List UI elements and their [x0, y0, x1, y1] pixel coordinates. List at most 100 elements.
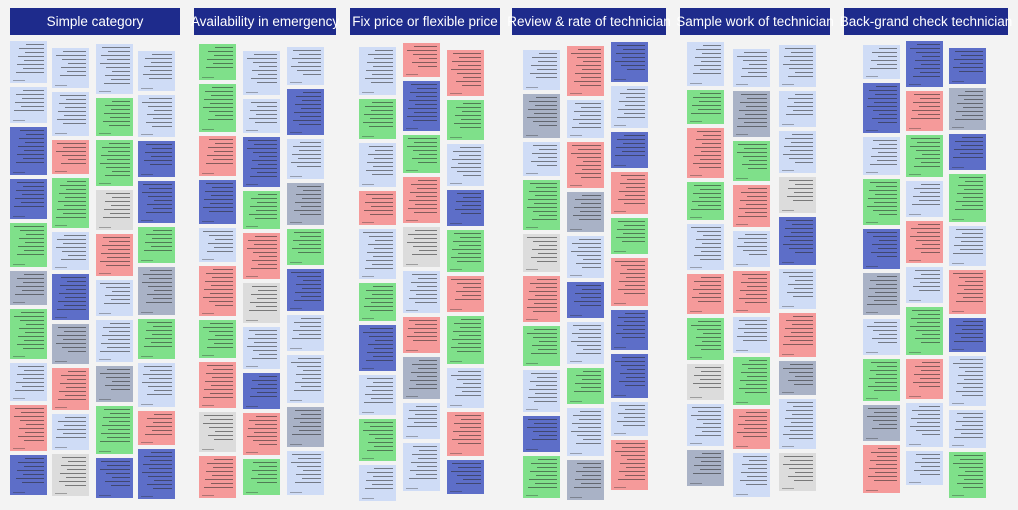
sticky-note[interactable]	[779, 361, 816, 395]
sticky-note[interactable]	[863, 405, 900, 441]
sticky-note[interactable]	[611, 86, 648, 128]
sticky-note[interactable]	[403, 357, 440, 399]
sticky-note[interactable]	[906, 267, 943, 303]
sticky-note[interactable]	[359, 419, 396, 461]
sticky-note[interactable]	[863, 359, 900, 401]
sticky-note[interactable]	[199, 44, 236, 80]
sticky-note[interactable]	[96, 320, 133, 362]
sticky-note[interactable]	[403, 81, 440, 131]
sticky-note[interactable]	[10, 405, 47, 451]
sticky-note[interactable]	[906, 307, 943, 355]
sticky-note[interactable]	[287, 315, 324, 351]
sticky-note[interactable]	[733, 141, 770, 181]
sticky-note[interactable]	[687, 128, 724, 178]
sticky-note[interactable]	[611, 172, 648, 214]
sticky-note[interactable]	[779, 217, 816, 265]
sticky-note[interactable]	[52, 92, 89, 136]
column-header-price[interactable]: Fix price or flexible price	[350, 8, 500, 35]
sticky-note[interactable]	[10, 127, 47, 175]
sticky-note[interactable]	[287, 229, 324, 265]
sticky-note[interactable]	[403, 443, 440, 491]
sticky-note[interactable]	[567, 368, 604, 404]
sticky-note[interactable]	[567, 142, 604, 188]
sticky-note[interactable]	[523, 370, 560, 412]
sticky-note[interactable]	[863, 445, 900, 493]
sticky-note[interactable]	[906, 359, 943, 399]
sticky-note[interactable]	[96, 280, 133, 316]
sticky-note[interactable]	[199, 84, 236, 132]
sticky-note[interactable]	[779, 269, 816, 309]
sticky-note[interactable]	[567, 408, 604, 456]
sticky-note[interactable]	[199, 412, 236, 452]
sticky-note[interactable]	[906, 403, 943, 447]
column-header-availability[interactable]: Availability in emergency	[191, 8, 339, 35]
sticky-note[interactable]	[733, 317, 770, 353]
sticky-note[interactable]	[687, 364, 724, 400]
sticky-note[interactable]	[447, 230, 484, 272]
sticky-note[interactable]	[949, 226, 986, 266]
sticky-note[interactable]	[447, 144, 484, 186]
sticky-note[interactable]	[733, 49, 770, 87]
sticky-note[interactable]	[199, 136, 236, 176]
sticky-note[interactable]	[949, 134, 986, 170]
sticky-note[interactable]	[52, 232, 89, 270]
sticky-note[interactable]	[403, 43, 440, 77]
sticky-note[interactable]	[359, 465, 396, 501]
column-header-sample-work[interactable]: Sample work of technician	[676, 8, 834, 35]
sticky-note[interactable]	[523, 234, 560, 272]
sticky-note[interactable]	[199, 228, 236, 262]
sticky-note[interactable]	[52, 368, 89, 410]
sticky-note[interactable]	[10, 363, 47, 401]
sticky-note[interactable]	[611, 354, 648, 398]
sticky-note[interactable]	[523, 416, 560, 452]
sticky-note[interactable]	[733, 357, 770, 405]
sticky-note[interactable]	[359, 191, 396, 225]
sticky-note[interactable]	[138, 449, 175, 499]
sticky-note[interactable]	[733, 409, 770, 449]
sticky-note[interactable]	[611, 402, 648, 436]
sticky-note[interactable]	[138, 267, 175, 315]
sticky-note[interactable]	[906, 41, 943, 87]
sticky-note[interactable]	[863, 229, 900, 269]
sticky-note[interactable]	[733, 271, 770, 313]
sticky-note[interactable]	[447, 276, 484, 312]
sticky-note[interactable]	[687, 90, 724, 124]
sticky-note[interactable]	[863, 45, 900, 79]
sticky-note[interactable]	[243, 51, 280, 95]
sticky-note[interactable]	[96, 458, 133, 498]
sticky-note[interactable]	[287, 269, 324, 311]
sticky-note[interactable]	[243, 99, 280, 133]
sticky-note[interactable]	[359, 99, 396, 139]
sticky-note[interactable]	[906, 221, 943, 263]
sticky-note[interactable]	[359, 325, 396, 371]
sticky-note[interactable]	[687, 318, 724, 360]
sticky-note[interactable]	[199, 266, 236, 316]
sticky-note[interactable]	[138, 95, 175, 137]
sticky-note[interactable]	[949, 356, 986, 406]
sticky-note[interactable]	[949, 318, 986, 352]
sticky-note[interactable]	[403, 227, 440, 267]
sticky-note[interactable]	[779, 91, 816, 127]
sticky-note[interactable]	[687, 450, 724, 486]
sticky-note[interactable]	[687, 404, 724, 446]
sticky-note[interactable]	[10, 87, 47, 123]
sticky-note[interactable]	[359, 143, 396, 187]
sticky-note[interactable]	[359, 283, 396, 321]
sticky-note[interactable]	[287, 407, 324, 447]
sticky-note[interactable]	[447, 50, 484, 96]
sticky-note[interactable]	[906, 135, 943, 177]
sticky-note[interactable]	[287, 183, 324, 225]
sticky-note[interactable]	[10, 223, 47, 267]
sticky-note[interactable]	[567, 282, 604, 318]
sticky-note[interactable]	[10, 179, 47, 219]
sticky-note[interactable]	[863, 83, 900, 133]
sticky-note[interactable]	[863, 273, 900, 315]
sticky-note[interactable]	[243, 137, 280, 187]
sticky-note[interactable]	[138, 363, 175, 407]
sticky-note[interactable]	[52, 274, 89, 320]
sticky-note[interactable]	[199, 320, 236, 358]
sticky-note[interactable]	[779, 131, 816, 173]
sticky-note[interactable]	[949, 174, 986, 222]
sticky-note[interactable]	[403, 177, 440, 223]
sticky-note[interactable]	[567, 322, 604, 364]
